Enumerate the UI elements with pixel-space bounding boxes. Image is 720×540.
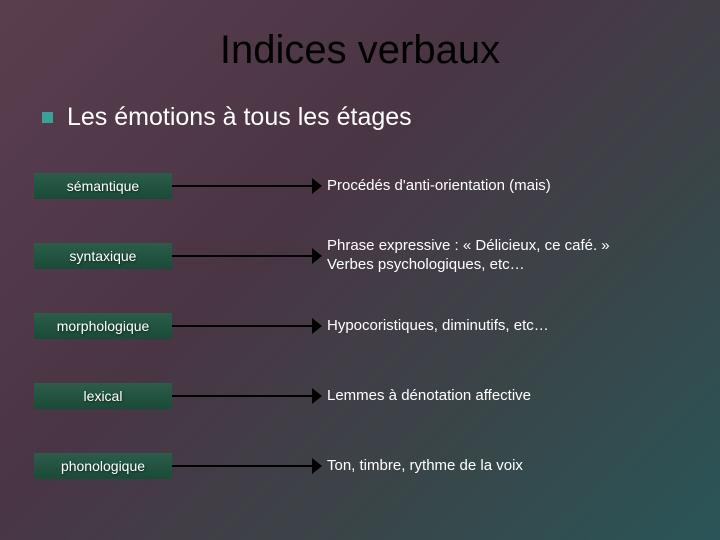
level-desc: Ton, timbre, rythme de la voix: [327, 457, 523, 476]
arrow-icon: [172, 316, 327, 336]
level-row: morphologique Hypocoristiques, diminutif…: [34, 306, 720, 346]
level-label: morphologique: [34, 313, 172, 339]
subtitle-text: Les émotions à tous les étages: [67, 103, 412, 132]
level-desc: Hypocoristiques, diminutifs, etc…: [327, 317, 549, 336]
level-desc: Procédés d'anti-orientation (mais): [327, 177, 551, 196]
arrow-icon: [172, 176, 327, 196]
arrow-icon: [172, 246, 327, 266]
levels-list: sémantique Procédés d'anti-orientation (…: [0, 166, 720, 486]
level-desc: Lemmes à dénotation affective: [327, 387, 531, 406]
level-row: sémantique Procédés d'anti-orientation (…: [34, 166, 720, 206]
arrow-icon: [172, 386, 327, 406]
subtitle-row: Les émotions à tous les étages: [0, 103, 720, 132]
bullet-icon: [42, 112, 53, 123]
level-label: lexical: [34, 383, 172, 409]
level-row: syntaxique Phrase expressive : « Délicie…: [34, 236, 720, 276]
slide-title: Indices verbaux: [0, 0, 720, 103]
level-label: phonologique: [34, 453, 172, 479]
arrow-icon: [172, 456, 327, 476]
level-label: syntaxique: [34, 243, 172, 269]
level-label: sémantique: [34, 173, 172, 199]
level-row: lexical Lemmes à dénotation affective: [34, 376, 720, 416]
level-row: phonologique Ton, timbre, rythme de la v…: [34, 446, 720, 486]
level-desc: Phrase expressive : « Délicieux, ce café…: [327, 237, 610, 275]
